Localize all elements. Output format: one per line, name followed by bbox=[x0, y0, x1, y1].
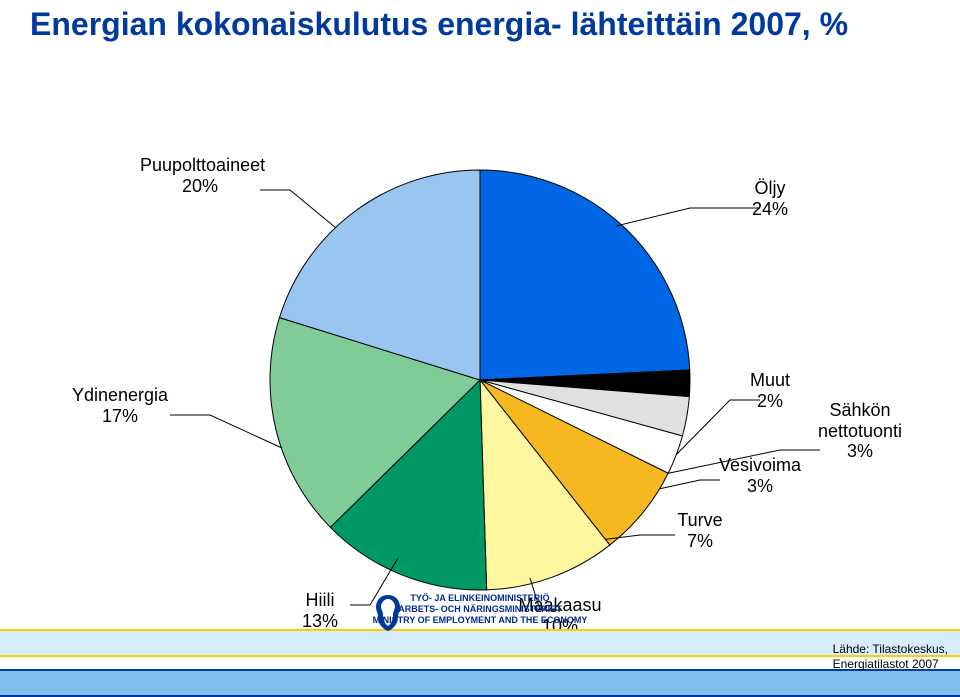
pie-chart: Öljy 24%Muut 2%Sähkön nettotuonti 3%Vesi… bbox=[0, 80, 960, 600]
pie-slice-öljy bbox=[480, 170, 690, 380]
pie-label: Öljy 24% bbox=[710, 178, 830, 219]
ministry-line-3: MINISTRY OF EMPLOYMENT AND THE ECONOMY bbox=[0, 615, 960, 625]
leader-line bbox=[260, 190, 336, 228]
source-line-1: Lähde: Tilastokeskus, bbox=[833, 642, 948, 656]
ministry-line-1: TYÖ- JA ELINKEINOMINISTERIÖ bbox=[0, 593, 960, 603]
ministry-line-2: ARBETS- OCH NÄRINGSMINISTERIET bbox=[0, 604, 960, 614]
page-title: Energian kokonaiskulutus energia- lähtei… bbox=[30, 6, 848, 43]
pie-label: Vesivoima 3% bbox=[700, 455, 820, 496]
footer-band-inner bbox=[0, 671, 960, 695]
pie-label: Sähkön nettotuonti 3% bbox=[800, 400, 920, 462]
source-line-2: Energiatilastot 2007 bbox=[833, 657, 939, 671]
footer-band-inner bbox=[0, 631, 960, 655]
pie-label: Turve 7% bbox=[640, 510, 760, 551]
footer-band bbox=[0, 669, 960, 697]
footer-band bbox=[0, 629, 960, 657]
leader-line bbox=[170, 415, 282, 448]
footer: TYÖ- JA ELINKEINOMINISTERIÖ ARBETS- OCH … bbox=[0, 599, 960, 671]
pie-label: Ydinenergia 17% bbox=[60, 385, 180, 426]
pie-label: Puupolttoaineet 20% bbox=[140, 155, 260, 196]
source-text: Lähde: Tilastokeskus, Energiatilastot 20… bbox=[833, 642, 948, 671]
